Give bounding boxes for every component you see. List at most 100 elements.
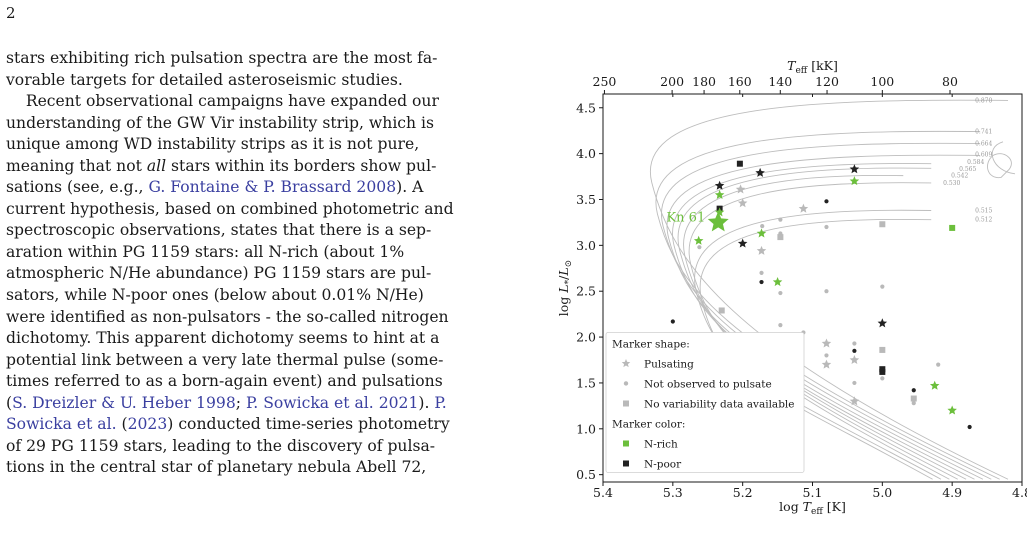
top-tick-label: 200 (660, 74, 684, 89)
pulsating-star-marker (772, 277, 783, 287)
track-label: 0.609 (975, 152, 992, 159)
text-run: atmospheric N/He abundance) PG 1159 star… (6, 264, 432, 283)
x-axis-label: log Teff [K] (779, 499, 846, 517)
text-line: dichotomy. This apparent dichotomy seems… (6, 328, 488, 350)
non-pulsator-dot-marker (697, 245, 702, 250)
text-run: vorable targets for detailed asteroseism… (6, 70, 403, 89)
text-line: understanding of the GW Vir instability … (6, 113, 488, 135)
non-pulsator-dot-marker (852, 380, 857, 386)
track-curve (688, 182, 950, 480)
text-run: ). (418, 393, 435, 412)
top-tick-label: 120 (815, 74, 839, 89)
text-run: tions in the central star of planetary n… (6, 458, 427, 477)
pulsating-star-marker (849, 396, 860, 406)
text-run: spectroscopic observations, states that … (6, 221, 432, 240)
pulsating-star-marker (821, 359, 832, 369)
track-loop (991, 141, 1016, 175)
track-label: 0.515 (975, 207, 992, 214)
non-pulsator-dot-marker (824, 353, 829, 358)
x-tick-label: 5.3 (663, 485, 683, 500)
track-curve (666, 154, 984, 480)
text-line: meaning that not all stars within its bo… (6, 156, 488, 178)
text-run: aration within PG 1159 stars: all N-rich… (6, 242, 405, 261)
legend-shape-label: No variability data available (644, 398, 794, 410)
body-text-column: stars exhibiting rich pulsation spectra … (6, 48, 488, 479)
track-curve (661, 142, 992, 480)
legend-shape-label: Pulsating (644, 358, 694, 370)
pulsating-star-marker (737, 198, 748, 208)
emphasis-text: all (146, 156, 167, 175)
track-label: 0.565 (959, 166, 976, 173)
y-tick-label: 2.5 (576, 284, 596, 299)
text-run: sations (see, e.g., (6, 178, 149, 197)
legend-color-swatch (623, 440, 629, 447)
y-tick-label: 1.5 (576, 375, 596, 390)
non-pulsator-dot-marker (778, 290, 783, 296)
citation-link[interactable]: Sowicka et al. (6, 415, 117, 434)
track-label: 0.741 (975, 129, 992, 136)
y-tick-label: 4.0 (576, 146, 596, 161)
pulsating-star-marker (947, 405, 957, 415)
top-tick-label: 250 (593, 74, 617, 89)
text-line: times referred to as a born-again event)… (6, 371, 488, 393)
text-line: stars exhibiting rich pulsation spectra … (6, 48, 488, 70)
text-run: were identified as non-pulsators - the s… (6, 307, 449, 326)
legend-color-swatch (623, 460, 629, 467)
pulsating-star-marker (929, 380, 940, 390)
track-curve (655, 130, 1000, 480)
legend-square-icon (623, 400, 629, 407)
pulsating-star-marker (756, 228, 767, 238)
top-tick-label: 140 (768, 74, 792, 89)
no-data-square-marker (879, 221, 886, 228)
pulsating-star-marker (693, 235, 704, 245)
y-axis-label: log L*/L⊙ (556, 260, 574, 316)
top-tick-label: 180 (692, 74, 716, 89)
non-pulsator-dot-marker (880, 284, 885, 289)
track-label: 0.584 (967, 159, 984, 166)
text-line: sators, while N-poor ones (below about 0… (6, 285, 488, 307)
text-run: ; (235, 393, 246, 412)
top-tick-label: 160 (728, 74, 752, 89)
text-line: current hypothesis, based on combined ph… (6, 199, 488, 221)
citation-link[interactable]: P. (434, 393, 447, 412)
hr-diagram-chart: 0.870 0.741 0.664 0.6090.5840.5650.5420.530… (556, 58, 1027, 517)
track-label: 0.542 (951, 173, 968, 180)
pulsating-star-marker (714, 189, 725, 199)
text-run: understanding of the GW Vir instability … (6, 113, 435, 132)
track-curve (677, 167, 967, 480)
no-data-square-marker (879, 346, 886, 353)
text-run: ( (116, 415, 128, 434)
page-number: 2 (6, 4, 16, 22)
text-line: atmospheric N/He abundance) PG 1159 star… (6, 263, 488, 285)
pulsating-star-marker (849, 355, 860, 365)
x-tick-label: 5.4 (593, 485, 613, 500)
text-line: Recent observational campaigns have expa… (6, 91, 488, 113)
citation-link[interactable]: G. Fontaine & P. Brassard 2008 (148, 178, 397, 197)
track-loop (987, 153, 1012, 178)
text-run: of 29 PG 1159 stars, leading to the disc… (6, 436, 436, 455)
non-pulsator-dot-marker (778, 323, 783, 328)
pulsating-star-marker (821, 338, 832, 348)
y-tick-label: 4.5 (576, 100, 596, 115)
y-tick-label: 3.5 (576, 192, 596, 207)
citation-link[interactable]: 2023 (127, 415, 168, 434)
text-line: Sowicka et al. (2023) conducted time-ser… (6, 414, 488, 436)
non-pulsator-dot-marker (880, 376, 885, 381)
y-tick-label: 2.0 (576, 330, 596, 345)
legend-color-title: Marker color: (612, 418, 685, 430)
track-curve (699, 218, 933, 480)
non-pulsator-dot-marker (670, 319, 675, 324)
text-line: sations (see, e.g., G. Fontaine & P. Bra… (6, 177, 488, 199)
citation-link[interactable]: P. Sowicka et al. 2021 (245, 393, 419, 412)
text-line: tions in the central star of planetary n… (6, 457, 488, 479)
text-line: potential link between a very late therm… (6, 350, 488, 372)
track-curve (694, 209, 942, 480)
top-tick-label: 80 (942, 74, 958, 89)
citation-link[interactable]: S. Dreizler & U. Heber 1998 (12, 393, 236, 412)
track-label: 0.664 (975, 141, 992, 148)
y-tick-label: 3.0 (576, 238, 596, 253)
text-line: were identified as non-pulsators - the s… (6, 307, 488, 329)
pulsating-star-marker (849, 164, 860, 174)
text-run: sators, while N-poor ones (below about 0… (6, 286, 424, 305)
text-run: Recent observational campaigns have expa… (6, 92, 439, 111)
